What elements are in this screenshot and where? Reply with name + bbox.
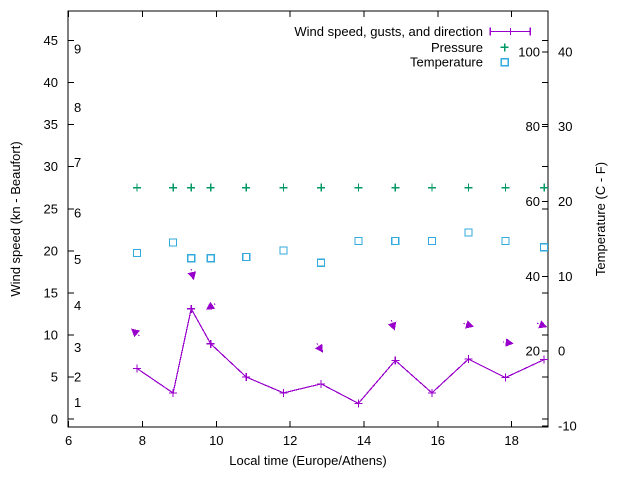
svg-text:100: 100 [518, 44, 540, 59]
svg-text:10: 10 [209, 433, 223, 448]
svg-text:18: 18 [504, 433, 518, 448]
svg-text:10: 10 [558, 269, 572, 284]
svg-text:16: 16 [431, 433, 445, 448]
svg-text:1: 1 [74, 395, 81, 410]
svg-text:30: 30 [558, 119, 572, 134]
svg-text:40: 40 [526, 269, 540, 284]
svg-text:2: 2 [74, 370, 81, 385]
svg-text:-10: -10 [558, 419, 577, 434]
svg-text:35: 35 [44, 117, 58, 132]
svg-text:Temperature: Temperature [410, 55, 483, 70]
svg-text:4: 4 [74, 298, 81, 313]
svg-text:3: 3 [74, 340, 81, 355]
svg-text:6: 6 [65, 433, 72, 448]
svg-text:Wind speed, gusts, and directi: Wind speed, gusts, and direction [294, 24, 483, 39]
svg-text:Temperature (C - F): Temperature (C - F) [593, 162, 608, 276]
svg-text:7: 7 [74, 155, 81, 170]
svg-text:60: 60 [526, 194, 540, 209]
svg-text:9: 9 [74, 41, 81, 56]
svg-text:8: 8 [139, 433, 146, 448]
svg-text:10: 10 [44, 328, 58, 343]
svg-text:Wind speed (kn - Beaufort): Wind speed (kn - Beaufort) [8, 141, 23, 296]
svg-text:12: 12 [283, 433, 297, 448]
svg-text:80: 80 [526, 119, 540, 134]
svg-text:5: 5 [74, 252, 81, 267]
svg-text:45: 45 [44, 33, 58, 48]
svg-text:6: 6 [74, 206, 81, 221]
svg-text:30: 30 [44, 159, 58, 174]
svg-text:Local time (Europe/Athens): Local time (Europe/Athens) [229, 453, 387, 468]
svg-text:0: 0 [558, 344, 565, 359]
svg-text:15: 15 [44, 285, 58, 300]
svg-text:Pressure: Pressure [431, 40, 483, 55]
svg-text:8: 8 [74, 100, 81, 115]
svg-text:40: 40 [44, 75, 58, 90]
svg-text:0: 0 [51, 412, 58, 427]
svg-text:25: 25 [44, 201, 58, 216]
svg-text:20: 20 [526, 344, 540, 359]
svg-text:20: 20 [558, 194, 572, 209]
svg-text:14: 14 [357, 433, 371, 448]
svg-text:40: 40 [558, 44, 572, 59]
svg-text:20: 20 [44, 243, 58, 258]
svg-text:5: 5 [51, 370, 58, 385]
